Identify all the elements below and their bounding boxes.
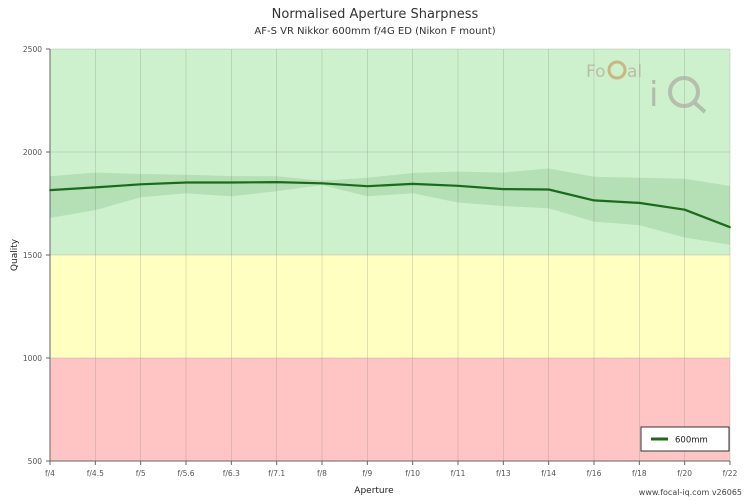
x-tick-label: f/7.1 bbox=[268, 469, 285, 478]
x-tick-label: f/4 bbox=[45, 469, 55, 478]
data-point bbox=[230, 181, 233, 184]
data-point bbox=[547, 188, 550, 191]
x-tick-label: f/5.6 bbox=[177, 469, 194, 478]
quality-band-1 bbox=[50, 255, 730, 358]
data-point bbox=[683, 208, 686, 211]
x-axis-title: Aperture bbox=[354, 486, 394, 496]
x-tick-label: f/14 bbox=[541, 469, 556, 478]
x-tick-label: f/13 bbox=[496, 469, 511, 478]
x-tick-label: f/11 bbox=[451, 469, 466, 478]
legend: 600mm bbox=[640, 426, 730, 452]
series-line bbox=[49, 181, 731, 229]
data-point bbox=[366, 185, 369, 188]
y-tick-label: 2500 bbox=[23, 45, 42, 54]
data-point bbox=[185, 181, 187, 184]
svg-text:i: i bbox=[649, 75, 658, 115]
chart-subtitle: AF-S VR Nikkor 600mm f/4G ED (Nikon F mo… bbox=[254, 26, 496, 37]
x-tick-label: f/18 bbox=[632, 469, 647, 478]
data-point bbox=[593, 199, 595, 202]
x-tick-label: f/5 bbox=[136, 469, 146, 478]
x-tick-label: f/8 bbox=[317, 469, 327, 478]
x-tick-label: f/10 bbox=[405, 469, 420, 478]
data-point bbox=[457, 184, 459, 187]
x-tick-label: f/6.3 bbox=[223, 469, 240, 478]
quality-band-0 bbox=[50, 358, 730, 461]
y-axis: 500 1000 1500 2000 2500 bbox=[23, 45, 51, 466]
y-axis-title: Quality bbox=[10, 238, 20, 271]
y-tick-label: 1500 bbox=[23, 251, 42, 260]
x-tick-label: f/20 bbox=[677, 469, 692, 478]
footer-credit: www.focal-iq.com v26065 bbox=[638, 488, 742, 497]
y-tick-label: 1000 bbox=[23, 354, 42, 363]
x-tick-label: f/9 bbox=[362, 469, 372, 478]
svg-text:Fo: Fo bbox=[586, 62, 606, 82]
series-layer bbox=[49, 168, 731, 245]
data-point bbox=[729, 226, 731, 229]
x-tick-label: f/4.5 bbox=[87, 469, 104, 478]
data-point bbox=[638, 201, 641, 204]
svg-text:al: al bbox=[627, 62, 642, 82]
data-point bbox=[321, 182, 323, 185]
legend-label: 600mm bbox=[675, 436, 708, 446]
data-point bbox=[139, 183, 142, 186]
data-point bbox=[49, 189, 51, 192]
y-tick-label: 2000 bbox=[23, 148, 42, 157]
chart-title: Normalised Aperture Sharpness bbox=[271, 7, 479, 22]
data-point bbox=[502, 188, 505, 190]
data-point bbox=[94, 186, 97, 189]
x-axis: f/4 f/4.5 f/5 f/5.6 f/6.3 f/7.1 f/8 f/9 f/10 f/11… bbox=[45, 460, 738, 478]
variation-band bbox=[50, 168, 730, 245]
y-tick-label: 500 bbox=[28, 457, 43, 466]
focal-iq-logo: Fo al i bbox=[586, 60, 707, 115]
x-tick-label: f/16 bbox=[587, 469, 602, 478]
data-point bbox=[275, 181, 278, 183]
data-point bbox=[411, 183, 414, 185]
x-tick-label: f/22 bbox=[723, 469, 738, 478]
